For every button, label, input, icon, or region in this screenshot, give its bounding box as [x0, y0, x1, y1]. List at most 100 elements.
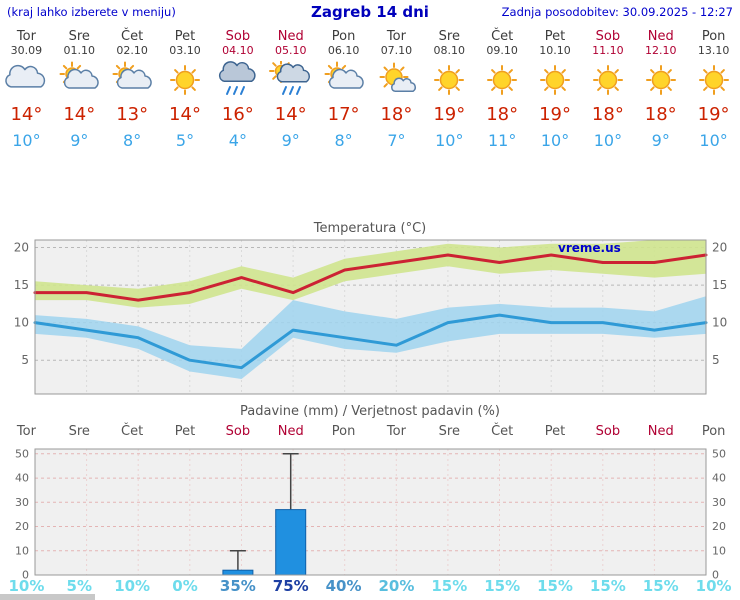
day-min-temp: 4°: [228, 131, 247, 150]
day-column[interactable]: Pet 10.10 19° 10°: [529, 28, 582, 176]
day-date: 07.10: [380, 44, 413, 57]
precip-day-label: Pet: [544, 424, 566, 439]
day-min-temp: 10°: [435, 131, 464, 150]
day-column[interactable]: Ned 12.10 18° 9°: [634, 28, 687, 176]
day-column[interactable]: Ned 05.10 14° 9°: [264, 28, 317, 176]
svg-text:20: 20: [712, 241, 727, 255]
day-date: 01.10: [63, 44, 96, 57]
precip-chart-title: Padavine (mm) / Verjetnost padavin (%): [240, 404, 500, 419]
day-column[interactable]: Sre 08.10 19° 10°: [423, 28, 476, 176]
precip-day-label: Sob: [595, 424, 621, 439]
svg-text:20: 20: [712, 520, 726, 533]
sunny-icon: [423, 61, 476, 101]
precip-day-label: Čet: [491, 424, 514, 439]
day-min-temp: 7°: [387, 131, 406, 150]
day-column[interactable]: Čet 09.10 18° 11°: [476, 28, 529, 176]
day-date: 30.09: [10, 44, 43, 57]
svg-text:10: 10: [15, 544, 29, 557]
day-max-temp: 14°: [169, 104, 201, 125]
day-max-temp: 17°: [327, 104, 360, 125]
rain-sun-icon: [264, 61, 317, 101]
day-date: 13.10: [697, 44, 730, 57]
rain-icon: [211, 61, 264, 101]
precip-day-label: Pon: [331, 424, 356, 439]
day-min-temp: 10°: [540, 131, 570, 150]
day-name: Čet: [491, 29, 514, 44]
sunny-icon: [476, 61, 529, 101]
day-name: Čet: [121, 29, 144, 44]
sunny-icon: [529, 61, 582, 101]
precip-probability: 75%: [272, 577, 309, 595]
precip-day-label: Čet: [121, 424, 144, 439]
tmin-line: [33, 313, 708, 370]
precip-probability: 15%: [642, 577, 679, 595]
day-column[interactable]: Tor 30.09 14° 10°: [0, 28, 53, 176]
day-min-temp: 9°: [651, 131, 670, 150]
day-min-temp: 10°: [699, 131, 728, 150]
precip-day-label: Tor: [386, 424, 406, 439]
day-column[interactable]: Pon 13.10 19° 10°: [687, 28, 740, 176]
day-column[interactable]: Sob 04.10 16° 4°: [211, 28, 264, 176]
partly-cloudy-icon: [53, 61, 106, 101]
svg-text:30: 30: [15, 496, 29, 509]
precip-probability: 15%: [484, 577, 521, 595]
precip-probability: 10%: [8, 577, 45, 595]
precip-day-label: Ned: [647, 424, 674, 439]
day-date: 12.10: [644, 44, 677, 57]
sunny-icon: [581, 61, 634, 101]
day-column[interactable]: Tor 07.10 18° 7°: [370, 28, 423, 176]
day-max-temp: 19°: [433, 104, 466, 125]
day-name: Tor: [386, 29, 406, 44]
day-name: Tor: [16, 29, 36, 44]
day-name: Ned: [647, 29, 674, 44]
svg-text:5: 5: [712, 353, 720, 367]
precip-day-label: Pet: [174, 424, 196, 439]
precip-probability: 20%: [378, 577, 415, 595]
svg-text:0: 0: [712, 569, 719, 580]
sunny-icon: [687, 61, 740, 101]
day-max-temp: 19°: [697, 104, 730, 125]
page-header: (kraj lahko izberete v meniju) Zagreb 14…: [0, 0, 740, 26]
svg-text:30: 30: [712, 496, 726, 509]
precip-probability: 15%: [537, 577, 573, 595]
precip-day-label: Sob: [225, 424, 251, 439]
svg-text:50: 50: [712, 447, 726, 460]
precipitation-chart: 0 0 10 10 20 20 30 30 40 40 50 50: [15, 447, 726, 580]
day-max-temp: 18°: [380, 104, 413, 125]
day-column[interactable]: Sob 11.10 18° 10°: [581, 28, 634, 176]
precip-day-label: Pon: [701, 424, 726, 439]
svg-text:10: 10: [712, 544, 726, 557]
svg-text:20: 20: [15, 520, 29, 533]
day-max-temp: 18°: [644, 104, 677, 125]
precip-day-labels: Tor Sre Čet Pet Sob Ned Pon Tor Sre Čet Pet Sob Ned P…: [0, 424, 740, 439]
footer-stub: [0, 594, 95, 600]
day-date: 08.10: [433, 44, 466, 57]
precip-probability: 10%: [114, 577, 151, 595]
sunny-icon: [634, 61, 687, 101]
day-min-temp: 11°: [487, 131, 517, 150]
day-min-temp: 9°: [70, 131, 89, 150]
svg-text:5: 5: [21, 353, 29, 367]
sunny-icon: [159, 61, 212, 101]
day-name: Pet: [174, 29, 196, 44]
temp-chart-title: Temperatura (°C): [313, 221, 427, 236]
partly-cloudy-icon: [317, 61, 370, 101]
day-date: 04.10: [222, 44, 254, 57]
precip-whisker: [282, 453, 299, 510]
svg-text:40: 40: [712, 472, 726, 485]
day-column[interactable]: Čet 02.10 13° 8°: [106, 28, 159, 176]
day-date: 10.10: [539, 44, 571, 57]
watermark-link[interactable]: vreme.us: [558, 241, 621, 255]
day-max-temp: 18°: [486, 104, 519, 125]
day-max-temp: 18°: [591, 104, 624, 125]
day-max-temp: 14°: [274, 104, 307, 125]
day-column[interactable]: Pon 06.10 17° 8°: [317, 28, 370, 176]
precip-day-label: Tor: [16, 424, 36, 439]
last-updated: Zadnja posodobitev: 30.09.2025 - 12:27: [501, 5, 733, 19]
day-column[interactable]: Sre 01.10 14° 9°: [53, 28, 106, 176]
svg-text:0: 0: [22, 569, 29, 580]
day-max-temp: 14°: [10, 104, 43, 125]
precip-day-label: Ned: [277, 424, 304, 439]
day-name: Pon: [701, 29, 726, 44]
day-column[interactable]: Pet 03.10 14° 5°: [159, 28, 212, 176]
